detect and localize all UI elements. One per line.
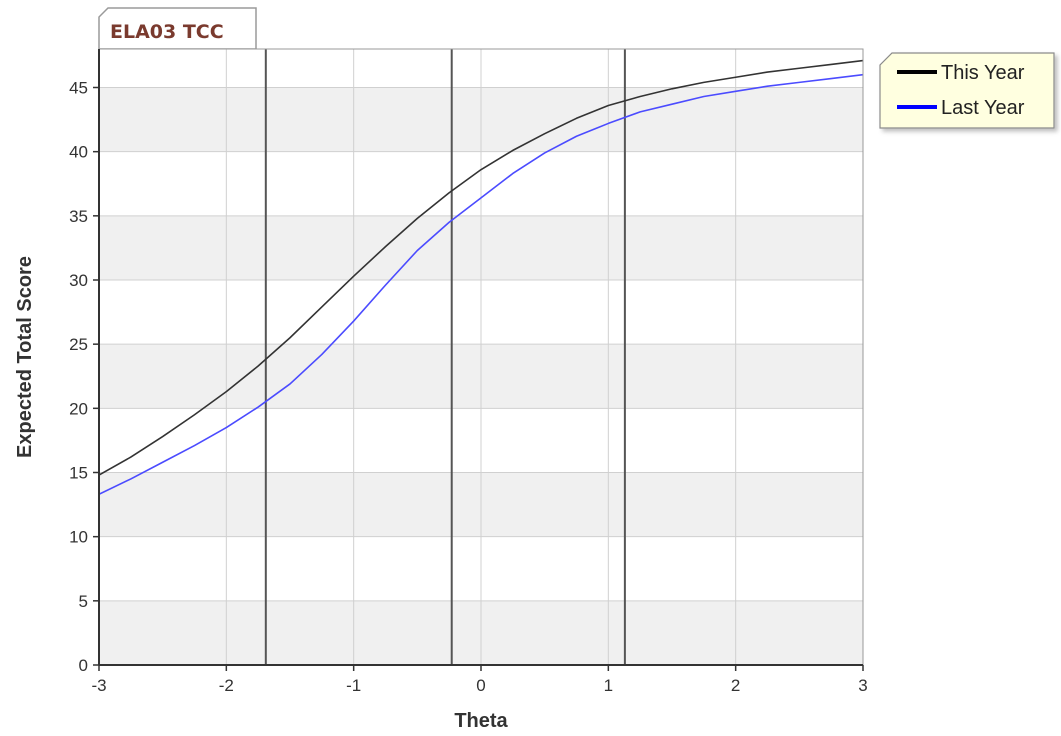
x-tick-label-1: -2 [219,676,234,695]
y-tick-label-0: 0 [79,656,88,675]
x-tick-label-4: 1 [604,676,613,695]
reference-lines [264,49,626,665]
y-axis-title: Expected Total Score [14,256,36,458]
legend-label-last-year: Last Year [941,97,1025,119]
y-tick-label-6: 30 [69,271,88,290]
axes [93,48,864,671]
y-tick-label-9: 45 [69,79,88,98]
y-tick-label-2: 10 [69,528,88,547]
chart-title: ELA03 TCC [110,21,224,43]
x-tick-label-0: -3 [91,676,106,695]
legend: This Year Last Year [879,52,1055,129]
y-tick-label-3: 15 [69,464,88,483]
series-line-this-year [99,59,863,476]
series-group [99,59,863,496]
x-tick-label-2: -1 [346,676,361,695]
x-axis-title: Theta [454,710,508,732]
tick-labels: 0 5 10 15 20 25 30 35 40 45 -3 -2 -1 0 1 2 3 [69,79,868,696]
y-tick-label-1: 5 [79,592,88,611]
legend-label-this-year: This Year [941,62,1025,84]
y-tick-label-5: 25 [69,335,88,354]
y-tick-label-4: 20 [69,399,88,418]
series-line-last-year [99,73,863,496]
x-tick-label-5: 2 [731,676,740,695]
y-tick-label-8: 40 [69,143,88,162]
chart-title-tab: ELA03 TCC [98,7,257,50]
y-tick-label-7: 35 [69,207,88,226]
x-tick-label-6: 3 [858,676,867,695]
x-tick-label-3: 0 [476,676,485,695]
